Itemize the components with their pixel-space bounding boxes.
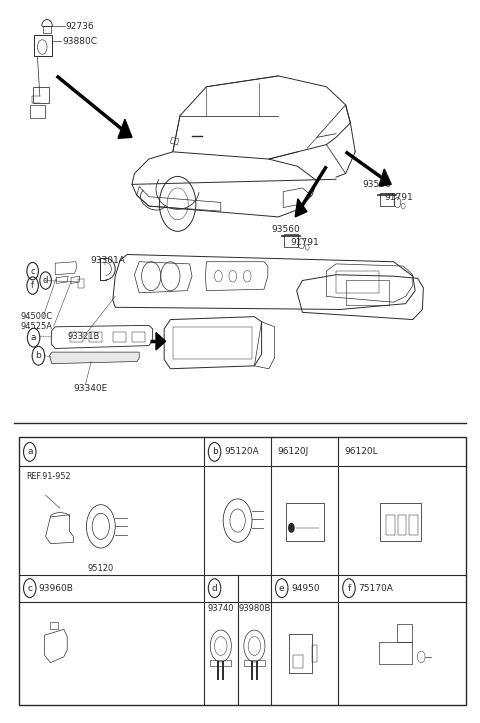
Text: a: a	[31, 333, 36, 342]
Bar	[30, 105, 45, 118]
Text: f: f	[348, 583, 350, 593]
Text: d: d	[43, 276, 48, 285]
Text: 93880C: 93880C	[62, 37, 97, 46]
Bar	[293, 655, 303, 668]
Text: 93321B: 93321B	[67, 332, 99, 341]
Bar	[397, 624, 411, 642]
Bar	[132, 332, 145, 342]
Bar	[336, 271, 379, 293]
Bar	[386, 515, 395, 535]
Bar	[34, 35, 52, 56]
Text: 93980B: 93980B	[238, 604, 271, 613]
Text: 95120A: 95120A	[224, 448, 259, 456]
Text: 93560: 93560	[362, 180, 391, 189]
Bar	[33, 87, 49, 103]
Text: c: c	[30, 267, 35, 275]
Text: b: b	[212, 448, 217, 456]
Bar	[89, 332, 102, 342]
Text: 96120L: 96120L	[344, 448, 378, 456]
Bar	[312, 645, 317, 662]
Text: 94950: 94950	[291, 583, 320, 593]
Bar	[70, 332, 83, 342]
Text: 94500C: 94500C	[20, 312, 52, 321]
Bar	[379, 642, 411, 664]
Circle shape	[288, 523, 295, 533]
Bar	[289, 633, 312, 674]
Text: 75170A: 75170A	[359, 583, 394, 593]
Text: 91791: 91791	[290, 239, 319, 247]
Bar	[173, 327, 252, 359]
Bar	[286, 503, 324, 541]
Text: 91791: 91791	[384, 193, 413, 202]
Bar	[113, 332, 126, 342]
Text: a: a	[27, 448, 33, 456]
Bar	[210, 661, 231, 667]
Text: b: b	[36, 351, 41, 360]
Bar	[43, 26, 51, 33]
Bar	[380, 503, 421, 541]
Text: c: c	[27, 583, 32, 593]
Bar	[19, 437, 466, 705]
Bar	[244, 661, 265, 667]
Text: 93960B: 93960B	[38, 583, 73, 593]
Bar	[78, 279, 84, 288]
Polygon shape	[295, 199, 307, 217]
Text: 94525A: 94525A	[20, 322, 52, 330]
Text: 93560: 93560	[271, 225, 300, 234]
Text: f: f	[31, 281, 34, 290]
Text: 93301A: 93301A	[90, 256, 125, 265]
Polygon shape	[379, 169, 391, 186]
Bar	[380, 193, 394, 206]
Polygon shape	[118, 119, 132, 138]
Text: 95120: 95120	[88, 564, 114, 573]
Bar	[397, 515, 406, 535]
Text: 93340E: 93340E	[73, 385, 107, 393]
Polygon shape	[49, 352, 139, 364]
Bar	[346, 280, 389, 305]
Text: e: e	[279, 583, 285, 593]
Text: 92736: 92736	[66, 22, 95, 30]
Text: REF.91-952: REF.91-952	[26, 472, 71, 481]
Text: d: d	[212, 583, 217, 593]
Text: 93740: 93740	[207, 604, 234, 613]
Bar	[284, 234, 298, 247]
Text: 96120J: 96120J	[277, 448, 308, 456]
Polygon shape	[156, 333, 166, 350]
Bar	[409, 515, 418, 535]
